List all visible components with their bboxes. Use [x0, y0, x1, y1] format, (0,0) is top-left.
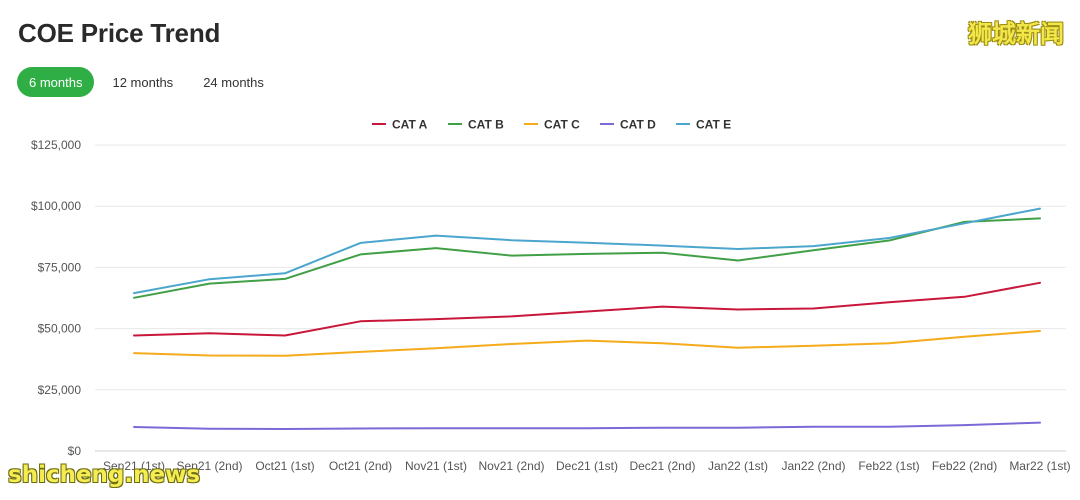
series-line-cat-a: [133, 281, 1041, 337]
x-tick-label: Feb22 (2nd): [932, 459, 997, 473]
x-tick-label: Sep21 (1st): [103, 459, 165, 473]
y-tick-label: $25,000: [38, 383, 82, 397]
series-line-cat-b: [133, 217, 1041, 299]
series-line-cat-e: [133, 207, 1041, 295]
watermark-bottom: shicheng.news: [8, 462, 201, 488]
x-tick-label: Mar22 (1st): [1009, 459, 1070, 473]
y-tick-label: $75,000: [38, 260, 82, 274]
y-tick-label: $125,000: [31, 138, 81, 152]
series-line-cat-d: [133, 421, 1041, 430]
x-tick-label: Nov21 (1st): [405, 459, 467, 473]
legend-item-cat-d[interactable]: CAT D: [600, 118, 656, 132]
tab-24-months[interactable]: 24 months: [203, 74, 264, 90]
legend-label: CAT E: [696, 118, 731, 132]
y-tick-label: $50,000: [38, 322, 82, 336]
legend-label: CAT C: [544, 118, 580, 132]
legend-label: CAT D: [620, 118, 656, 132]
x-tick-label: Sep21 (2nd): [176, 459, 242, 473]
tab-6-months[interactable]: 6 months: [17, 67, 95, 97]
series-line-cat-c: [133, 330, 1041, 357]
legend-item-cat-b[interactable]: CAT B: [448, 118, 504, 132]
x-tick-label: Dec21 (1st): [556, 459, 618, 473]
period-tabs: 6 months 12 months 24 months: [17, 67, 276, 97]
y-tick-label: $0: [68, 444, 82, 458]
x-tick-label: Jan22 (2nd): [781, 459, 845, 473]
x-tick-label: Oct21 (1st): [255, 459, 314, 473]
page-title: COE Price Trend: [18, 18, 221, 48]
legend-label: CAT B: [468, 118, 504, 132]
tab-12-months[interactable]: 12 months: [112, 74, 174, 90]
legend-item-cat-e[interactable]: CAT E: [676, 118, 731, 132]
x-tick-label: Oct21 (2nd): [329, 459, 392, 473]
legend-item-cat-c[interactable]: CAT C: [524, 118, 580, 132]
x-tick-label: Feb22 (1st): [858, 459, 919, 473]
x-tick-label: Dec21 (2nd): [629, 459, 695, 473]
x-tick-label: Jan22 (1st): [708, 459, 768, 473]
watermark-top: 狮城新闻: [968, 20, 1064, 48]
legend-label: CAT A: [392, 118, 428, 132]
x-tick-label: Nov21 (2nd): [478, 459, 544, 473]
y-tick-label: $100,000: [31, 199, 81, 213]
legend-item-cat-a[interactable]: CAT A: [372, 118, 428, 132]
